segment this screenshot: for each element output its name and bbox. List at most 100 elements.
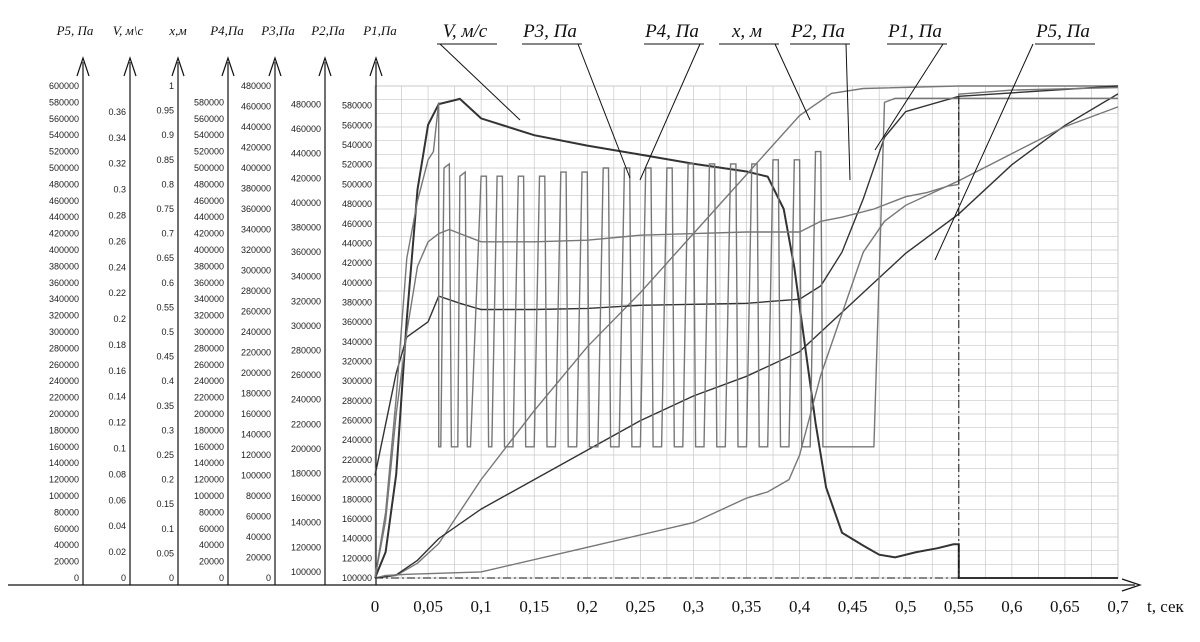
y-tick-label-P1: 280000: [342, 396, 372, 406]
y-tick-label-V: 0.26: [108, 236, 126, 246]
y-tick-label-x: 0.25: [156, 450, 174, 460]
y-tick-label-P1: 300000: [342, 376, 372, 386]
y-tick-label-P2: 440000: [291, 149, 321, 159]
callout-label: P4, Па: [644, 21, 699, 42]
y-tick-label-P4: 40000: [199, 540, 224, 550]
series-line-P5: [374, 86, 1119, 579]
y-tick-label-P5: 200000: [49, 409, 79, 419]
y-tick-label-x: 0.65: [156, 253, 174, 263]
y-tick-label-V: 0: [121, 573, 126, 583]
y-tick-label-P3: 140000: [241, 430, 271, 440]
y-tick-label-P4: 500000: [194, 163, 224, 173]
x-tick-label: 0,4: [789, 597, 811, 616]
y-tick-label-V: 0.36: [108, 107, 126, 117]
y-tick-label-P1: 360000: [342, 317, 372, 327]
y-tick-label-P5: 40000: [54, 540, 79, 550]
y-tick-label-P5: 280000: [49, 343, 79, 353]
y-tick-label-P1: 560000: [342, 120, 372, 130]
y-tick-label-x: 0.1: [161, 524, 174, 534]
y-tick-label-P4: 200000: [194, 409, 224, 419]
y-tick-label-P5: 380000: [49, 261, 79, 271]
callout-leader: [439, 43, 521, 121]
y-axis-title-x: x,м: [168, 23, 186, 38]
y-tick-label-P5: 320000: [49, 311, 79, 321]
y-tick-label-P3: 260000: [241, 307, 271, 317]
y-tick-label-P3: 480000: [241, 81, 271, 91]
y-tick-label-V: 0.32: [108, 159, 126, 169]
x-tick-label: 0,15: [519, 597, 549, 616]
y-tick-label-P3: 360000: [241, 204, 271, 214]
y-tick-label-x: 0.4: [161, 376, 174, 386]
y-tick-label-P4: 540000: [194, 130, 224, 140]
y-tick-label-P3: 180000: [241, 389, 271, 399]
y-axis-title-P4: P4,Па: [209, 23, 244, 38]
callout-label: P1, Па: [887, 21, 942, 42]
x-tick-label: 0,3: [683, 597, 704, 616]
y-tick-label-P4: 60000: [199, 524, 224, 534]
y-tick-label-P3: 20000: [246, 553, 271, 563]
y-tick-label-x: 0.45: [156, 352, 174, 362]
y-tick-label-V: 0.3: [113, 185, 126, 195]
y-tick-label-P4: 280000: [194, 343, 224, 353]
y-axis-arrow-P4: [221, 56, 235, 77]
y-tick-label-V: 0.1: [113, 444, 126, 454]
y-tick-label-P3: 120000: [241, 450, 271, 460]
y-tick-label-P2: 340000: [291, 272, 321, 282]
y-tick-label-V: 0.04: [108, 521, 126, 531]
y-tick-label-P1: 480000: [342, 199, 372, 209]
x-tick-label: 0,25: [625, 597, 655, 616]
y-tick-label-P3: 420000: [241, 143, 271, 153]
y-tick-label-V: 0.22: [108, 288, 126, 298]
y-tick-label-P5: 120000: [49, 475, 79, 485]
y-tick-label-P2: 280000: [291, 345, 321, 355]
y-tick-label-P5: 80000: [54, 507, 79, 517]
callout-leader: [639, 43, 701, 181]
y-tick-label-P1: 140000: [342, 534, 372, 544]
y-tick-label-P2: 160000: [291, 493, 321, 503]
y-tick-label-P3: 60000: [246, 512, 271, 522]
y-tick-label-P3: 0: [266, 573, 271, 583]
y-axis-arrow-P1: [369, 56, 383, 77]
y-tick-label-P2: 360000: [291, 247, 321, 257]
x-tick-label: 0,65: [1050, 597, 1080, 616]
callout-label: P2, Па: [790, 21, 845, 42]
y-tick-label-V: 0.06: [108, 495, 126, 505]
y-tick-label-P2: 140000: [291, 518, 321, 528]
y-tick-label-P1: 400000: [342, 278, 372, 288]
y-tick-label-P4: 20000: [199, 557, 224, 567]
y-tick-label-P1: 160000: [342, 514, 372, 524]
y-tick-label-P1: 460000: [342, 219, 372, 229]
y-tick-label-P1: 520000: [342, 160, 372, 170]
y-tick-label-P2: 260000: [291, 370, 321, 380]
callout-leader: [934, 43, 1034, 261]
y-axis-arrow-P5: [76, 56, 90, 77]
y-tick-label-P3: 240000: [241, 327, 271, 337]
y-tick-label-P4: 120000: [194, 475, 224, 485]
series-line-P1: [374, 93, 1119, 579]
callout-leader: [774, 43, 811, 121]
y-tick-label-V: 0.18: [108, 340, 126, 350]
y-tick-label-P3: 220000: [241, 348, 271, 358]
y-tick-label-P3: 80000: [246, 491, 271, 501]
series-line-P4: [374, 97, 1118, 579]
y-tick-label-x: 0.9: [161, 130, 174, 140]
y-axis-title-P2: P2,Па: [310, 23, 345, 38]
y-tick-label-P4: 0: [219, 573, 224, 583]
x-tick-label: 0,45: [838, 597, 868, 616]
y-tick-label-P5: 160000: [49, 442, 79, 452]
y-tick-label-V: 0.12: [108, 418, 126, 428]
y-tick-label-P4: 340000: [194, 294, 224, 304]
y-tick-label-P5: 240000: [49, 376, 79, 386]
y-axis-title-V: V, м\с: [113, 23, 144, 38]
series-line-V: [374, 97, 1118, 579]
y-tick-label-P1: 580000: [342, 101, 372, 111]
x-tick-label: 0,35: [732, 597, 762, 616]
y-tick-label-x: 0.75: [156, 204, 174, 214]
y-tick-label-P3: 440000: [241, 122, 271, 132]
y-tick-label-P1: 340000: [342, 337, 372, 347]
y-tick-label-P4: 520000: [194, 147, 224, 157]
y-tick-label-P5: 460000: [49, 196, 79, 206]
y-tick-label-P2: 380000: [291, 222, 321, 232]
y-tick-label-V: 0.28: [108, 210, 126, 220]
y-tick-label-P5: 560000: [49, 114, 79, 124]
